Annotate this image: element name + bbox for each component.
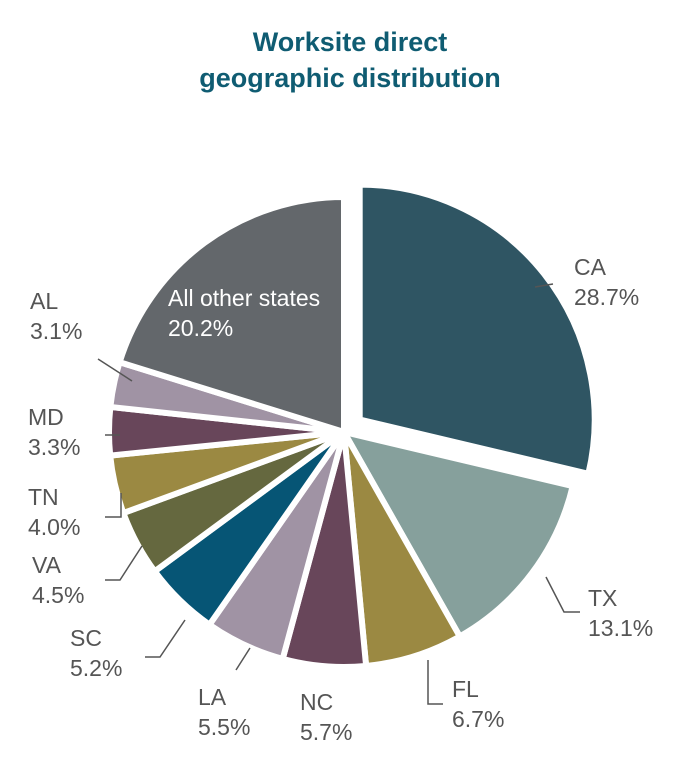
slice-label-md: MD 3.3% bbox=[28, 404, 80, 460]
slice-name-tn: TN bbox=[28, 484, 59, 510]
pie-slice-ca bbox=[356, 181, 598, 477]
slice-label-ca: CA 28.7% bbox=[574, 254, 639, 310]
slice-label-tx: TX 13.1% bbox=[588, 585, 653, 641]
slice-value-la: 5.5% bbox=[198, 714, 250, 740]
leader-line-al bbox=[97, 358, 133, 382]
chart-title: Worksite direct geographic distribution bbox=[0, 24, 700, 96]
slice-name-md: MD bbox=[28, 404, 64, 430]
slice-name-all-other-states: All other states bbox=[168, 285, 320, 311]
slice-value-tx: 13.1% bbox=[588, 615, 653, 641]
slice-value-fl: 6.7% bbox=[452, 706, 504, 732]
slice-value-sc: 5.2% bbox=[70, 655, 122, 681]
slice-name-ca: CA bbox=[574, 254, 607, 280]
leader-line-tx bbox=[545, 576, 580, 613]
slice-name-nc: NC bbox=[300, 689, 333, 715]
leader-line-va bbox=[105, 545, 143, 581]
slice-name-sc: SC bbox=[70, 625, 102, 651]
leader-line-la bbox=[235, 647, 251, 671]
slice-value-md: 3.3% bbox=[28, 434, 80, 460]
slice-value-nc: 5.7% bbox=[300, 719, 352, 745]
slice-value-va: 4.5% bbox=[32, 582, 84, 608]
slice-label-al: AL 3.1% bbox=[30, 288, 82, 344]
slice-label-nc: NC 5.7% bbox=[300, 689, 352, 745]
slice-value-all-other-states: 20.2% bbox=[168, 315, 233, 341]
leader-line-sc bbox=[145, 619, 186, 658]
slice-name-la: LA bbox=[198, 684, 227, 710]
pie-slice-tx bbox=[341, 429, 576, 640]
slice-label-va: VA 4.5% bbox=[32, 552, 84, 608]
slice-name-fl: FL bbox=[452, 676, 479, 702]
slice-label-la: LA 5.5% bbox=[198, 684, 250, 740]
pie-slice-all-other-states bbox=[116, 194, 347, 435]
slice-name-al: AL bbox=[30, 288, 58, 314]
slice-name-tx: TX bbox=[588, 585, 617, 611]
slice-name-va: VA bbox=[32, 552, 62, 578]
leader-line-tn bbox=[105, 493, 122, 518]
leader-line-fl bbox=[427, 660, 443, 705]
slice-label-tn: TN 4.0% bbox=[28, 484, 80, 540]
slice-label-fl: FL 6.7% bbox=[452, 676, 504, 732]
chart-title-line-2: geographic distribution bbox=[199, 63, 501, 93]
slice-value-tn: 4.0% bbox=[28, 514, 80, 540]
slice-label-sc: SC 5.2% bbox=[70, 625, 122, 681]
slice-value-ca: 28.7% bbox=[574, 284, 639, 310]
leader-line-ca bbox=[534, 283, 554, 288]
chart-title-line-1: Worksite direct bbox=[252, 27, 448, 57]
slice-label-all-other-states: All other states 20.2% bbox=[168, 285, 320, 341]
slice-value-al: 3.1% bbox=[30, 318, 82, 344]
